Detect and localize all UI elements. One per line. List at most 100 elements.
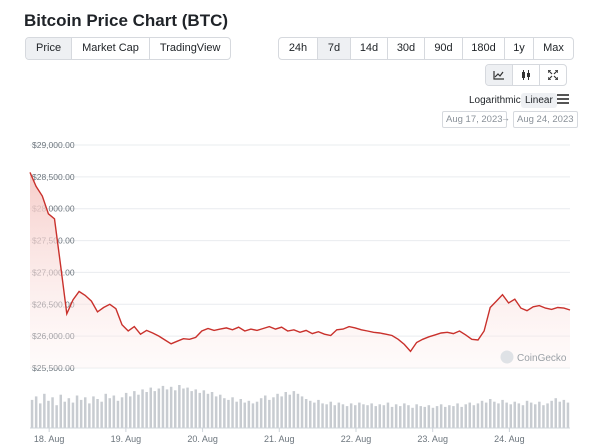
volume-bar [235, 401, 238, 428]
fullscreen-button[interactable] [539, 65, 566, 85]
volume-bar [129, 396, 132, 428]
line-chart-button[interactable] [486, 65, 512, 85]
volume-bar [546, 403, 549, 428]
coingecko-watermark: CoinGecko [500, 350, 567, 364]
y-tick-label: $29,000.00 [32, 140, 75, 150]
date-range-arrow: → [501, 113, 510, 123]
volume-bar [51, 397, 54, 428]
volume-bar [165, 389, 169, 428]
volume-bar [456, 403, 459, 428]
volume-bar [202, 390, 206, 428]
volume-bar [210, 392, 214, 428]
range-1y-button[interactable]: 1y [504, 38, 533, 59]
volume-bar [255, 401, 259, 428]
tab-price[interactable]: Price [26, 38, 72, 59]
x-tick-label: 22. Aug [341, 434, 372, 444]
volume-bar [378, 404, 381, 428]
volume-bar [329, 401, 332, 428]
volume-bar [186, 387, 189, 428]
range-max-button[interactable]: Max [533, 38, 573, 59]
volume-bar [497, 403, 500, 428]
volume-bar [382, 405, 386, 428]
date-to-input[interactable]: Aug 24, 2023 [513, 111, 578, 128]
volume-bar [161, 385, 165, 428]
volume-bar [231, 397, 234, 428]
volume-bar [34, 396, 38, 428]
volume-bar [321, 403, 324, 428]
volume-bars [30, 385, 570, 428]
volume-bar [448, 405, 451, 428]
volume-bar [484, 402, 488, 428]
volume-bar [554, 398, 557, 428]
volume-bar [174, 390, 177, 428]
volume-bar [358, 402, 361, 428]
volume-bar [219, 394, 222, 428]
menu-icon[interactable] [557, 94, 569, 106]
x-axis: 18. Aug 19. Aug 20. Aug 21. Aug 22. Aug 23. A… [34, 428, 525, 444]
volume-bar [157, 388, 161, 428]
volume-bar [542, 405, 545, 428]
range-24h-button[interactable]: 24h [288, 42, 308, 54]
volume-bar [505, 402, 508, 428]
linear-toggle[interactable]: Linear [521, 93, 557, 108]
page-title: Bitcoin Price Chart (BTC) [24, 11, 229, 30]
volume-bar [513, 401, 516, 428]
volume-bar [439, 404, 443, 428]
volume-bar [345, 406, 349, 428]
volume-bar [259, 398, 263, 428]
volume-bar [169, 386, 173, 428]
line-chart-icon [493, 71, 504, 80]
date-from-input[interactable]: Aug 17, 2023 [442, 111, 507, 128]
range-tab-group: 24h 7d 14d 30d 90d 180d 1y Max [278, 37, 574, 60]
volume-bar [394, 404, 398, 428]
volume-bar [529, 402, 533, 428]
volume-bar [92, 396, 95, 428]
volume-bar [407, 405, 410, 428]
volume-bar [268, 399, 271, 428]
volume-bar [333, 405, 336, 428]
volume-bar [501, 399, 504, 428]
volume-bar [460, 406, 463, 428]
range-180d-button[interactable]: 180d [462, 38, 504, 59]
volume-bar [194, 389, 197, 428]
range-30d-button[interactable]: 30d [387, 38, 424, 59]
volume-bar [562, 399, 566, 428]
volume-bar [79, 399, 83, 428]
volume-bar [47, 400, 50, 428]
volume-bar [63, 401, 66, 428]
volume-bar [300, 396, 304, 428]
volume-bar [550, 400, 553, 428]
volume-bar [55, 405, 58, 428]
volume-bar [370, 403, 373, 428]
volume-bar [538, 401, 541, 428]
volume-bar [108, 398, 111, 428]
volume-bar [399, 406, 402, 428]
range-90d-button[interactable]: 90d [424, 38, 462, 59]
candlestick-button[interactable] [512, 65, 539, 85]
range-14d-button[interactable]: 14d [350, 38, 387, 59]
volume-bar [149, 387, 152, 428]
coingecko-logo-icon [500, 350, 514, 364]
volume-bar [337, 402, 341, 428]
volume-bar [366, 405, 369, 428]
range-7d-button[interactable]: 7d [317, 38, 350, 59]
volume-bar [431, 407, 435, 428]
tab-market-cap[interactable]: Market Cap [71, 38, 149, 59]
volume-bar [120, 397, 124, 428]
volume-bar [141, 389, 144, 428]
volume-bar [288, 394, 291, 428]
volume-bar [349, 403, 353, 428]
tab-tradingview[interactable]: TradingView [148, 38, 231, 59]
volume-bar [280, 396, 283, 428]
volume-bar [30, 399, 34, 428]
chart-type-group [485, 64, 567, 86]
x-tick-label: 23. Aug [417, 434, 448, 444]
volume-bar [124, 392, 128, 428]
volume-bar [435, 406, 439, 428]
volume-bar [325, 404, 328, 428]
volume-bar [403, 403, 406, 428]
volume-bar [309, 400, 312, 428]
logarithmic-toggle[interactable]: Logarithmic [469, 95, 521, 106]
volume-bar [243, 402, 246, 428]
